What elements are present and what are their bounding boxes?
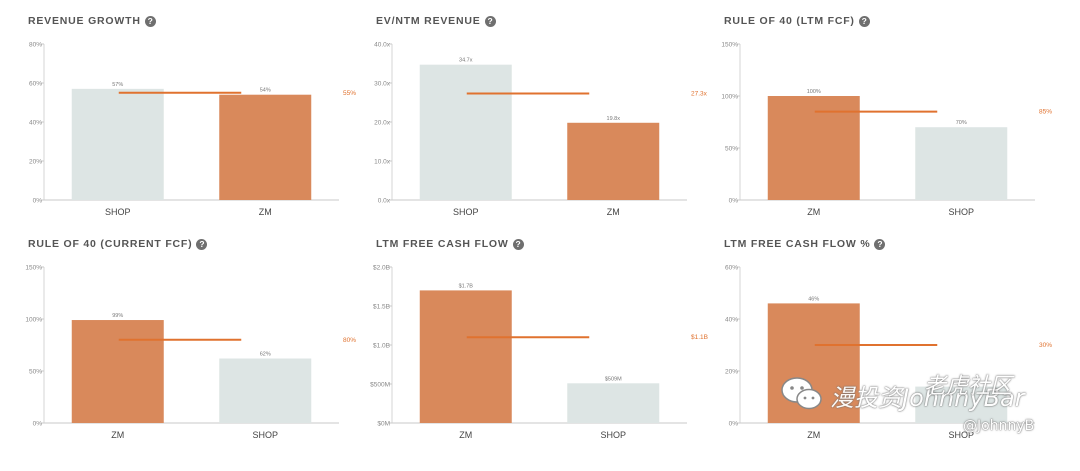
bar [71, 88, 164, 200]
x-category-label: ZM [607, 207, 620, 217]
bar-value-label: 57% [112, 82, 123, 88]
y-tick-label: 0.0x [378, 198, 391, 205]
y-tick-label: 10.0x [374, 159, 391, 166]
bar [419, 64, 512, 200]
bar-value-label: 54% [260, 88, 271, 94]
chart-svg: 0.0x 10.0x 20.0x 30.0x 40.0x 34.7x SHOP 19.8x ZM… [374, 42, 708, 218]
average-label: 85% [1039, 109, 1052, 116]
y-tick-label: 0% [33, 198, 43, 205]
y-tick-label: 100% [721, 94, 738, 101]
bar [71, 320, 164, 423]
chart-panel-rule-of-40-ltm-fcf: RULE OF 40 (LTM FCF)? 0% 50% 100% 150% 100% Z… [721, 15, 1064, 230]
x-category-label: SHOP [948, 430, 974, 440]
x-category-label: ZM [807, 430, 820, 440]
bar-value-label: 62% [260, 352, 271, 358]
help-icon[interactable]: ? [874, 239, 886, 250]
x-category-label: SHOP [252, 430, 278, 440]
chart-svg: 0% 20% 40% 60% 80% 57% SHOP 54% ZM 55% [29, 42, 356, 218]
average-label: 30% [1039, 342, 1052, 349]
y-tick-label: 20% [29, 159, 42, 166]
help-icon[interactable]: ? [512, 239, 524, 250]
chart-title: LTM FREE CASH FLOW %? [724, 238, 886, 250]
chart-svg: 0% 20% 40% 60% 46% ZM SHOP 30% [725, 265, 1052, 441]
bar [219, 358, 312, 423]
y-tick-label: 40.0x [374, 42, 391, 49]
y-tick-label: 30.0x [374, 81, 391, 88]
average-label: 55% [343, 90, 356, 97]
x-category-label: SHOP [600, 430, 626, 440]
help-icon[interactable]: ? [484, 16, 496, 27]
chart-title: REVENUE GROWTH? [28, 15, 156, 27]
chart-svg: 0% 50% 100% 150% 99% ZM 62% SHOP 80% [25, 265, 356, 441]
bar [219, 94, 312, 200]
bar [419, 290, 512, 423]
chart-title: LTM FREE CASH FLOW? [376, 238, 524, 250]
y-tick-label: 80% [29, 42, 42, 49]
bar-value-label: 34.7x [459, 58, 473, 64]
chart-panel-rule-of-40-current-fcf: RULE OF 40 (CURRENT FCF)? 0% 50% 100% 150% 9… [25, 238, 368, 453]
bar-value-label: 19.8x [607, 116, 621, 122]
y-tick-label: 40% [725, 317, 738, 324]
x-category-label: ZM [459, 430, 472, 440]
y-tick-label: 20% [725, 369, 738, 376]
bar [915, 386, 1008, 423]
chart-panel-ltm-free-cash-flow-pct: LTM FREE CASH FLOW %? 0% 20% 40% 60% 46% ZM SH… [724, 238, 1064, 453]
y-tick-label: 50% [725, 146, 738, 153]
bar-value-label: 70% [956, 120, 967, 126]
y-tick-label: 0% [729, 421, 739, 428]
bar-value-label: $1.7B [459, 283, 474, 289]
chart-panel-ev-ntm-revenue: EV/NTM REVENUE? 0.0x 10.0x 20.0x 30.0x 40.0x… [374, 15, 716, 230]
y-tick-label: 150% [721, 42, 738, 49]
average-label: 27.3x [691, 91, 708, 98]
chart-panel-ltm-free-cash-flow: LTM FREE CASH FLOW? $0M $500M $1.0B $1.5B $2… [370, 238, 716, 453]
help-icon[interactable]: ? [858, 16, 870, 27]
y-tick-label: 0% [729, 198, 739, 205]
chart-panel-revenue-growth: REVENUE GROWTH? 0% 20% 40% 60% 80% 57% SHOP 54%… [28, 15, 368, 230]
x-category-label: ZM [111, 430, 124, 440]
y-tick-label: 60% [725, 265, 738, 272]
y-tick-label: 20.0x [374, 120, 391, 127]
y-tick-label: $500M [370, 382, 390, 389]
average-label: 80% [343, 337, 356, 344]
x-category-label: SHOP [948, 207, 974, 217]
x-category-label: SHOP [105, 207, 131, 217]
chart-title: RULE OF 40 (CURRENT FCF)? [28, 238, 208, 250]
bar-value-label: 99% [112, 313, 123, 319]
bar-value-label: 46% [808, 296, 819, 302]
x-category-label: ZM [807, 207, 820, 217]
average-label: $1.1B [691, 334, 708, 341]
y-tick-label: 150% [25, 265, 42, 272]
y-tick-label: 100% [25, 317, 42, 324]
bar [767, 96, 860, 200]
bar [567, 383, 660, 423]
bar [915, 127, 1008, 200]
chart-title: EV/NTM REVENUE? [376, 15, 496, 27]
x-category-label: ZM [259, 207, 272, 217]
chart-svg: 0% 50% 100% 150% 100% ZM 70% SHOP 85% [721, 42, 1052, 218]
y-tick-label: 40% [29, 120, 42, 127]
chart-svg: $0M $500M $1.0B $1.5B $2.0B $1.7B ZM $509M SHOP $… [370, 265, 708, 441]
bar-value-label: $509M [605, 376, 622, 382]
help-icon[interactable]: ? [196, 239, 208, 250]
y-tick-label: $1.5B [373, 304, 390, 311]
bar-value-label: 100% [807, 89, 821, 95]
x-category-label: SHOP [453, 207, 479, 217]
bar [767, 303, 860, 423]
y-tick-label: $2.0B [373, 265, 390, 272]
y-tick-label: 60% [29, 81, 42, 88]
y-tick-label: 0% [33, 421, 43, 428]
y-tick-label: $0M [377, 421, 390, 428]
y-tick-label: 50% [29, 369, 42, 376]
y-tick-label: $1.0B [373, 343, 390, 350]
bar [567, 122, 660, 200]
chart-title: RULE OF 40 (LTM FCF)? [724, 15, 870, 27]
help-icon[interactable]: ? [144, 16, 156, 27]
